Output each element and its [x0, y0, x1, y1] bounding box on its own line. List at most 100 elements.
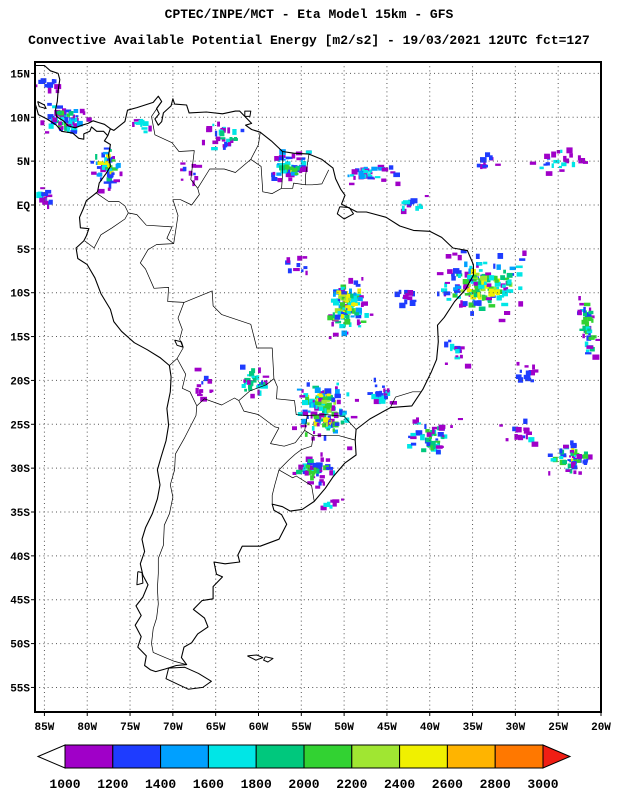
cape-speck	[437, 291, 440, 297]
lat-tick-label: EQ	[17, 201, 31, 213]
cape-speck	[370, 171, 373, 175]
cape-speck	[341, 498, 345, 501]
cape-speck	[585, 321, 589, 327]
cape-speck	[363, 166, 368, 169]
colorbar-segment	[255, 744, 305, 769]
cape-speck	[220, 128, 226, 133]
lon-tick-label: 25W	[548, 722, 568, 734]
cape-speck	[75, 115, 79, 118]
cape-speck	[340, 311, 344, 317]
cape-speck	[482, 295, 488, 301]
cape-speck	[291, 153, 296, 159]
cape-speck	[296, 469, 303, 473]
cape-speck	[248, 388, 253, 391]
cape-speck	[319, 391, 324, 395]
cape-speck	[332, 429, 338, 434]
cape-speck	[476, 163, 481, 168]
cape-speck	[483, 281, 487, 285]
cape-speck	[54, 84, 62, 90]
cape-speck	[319, 475, 325, 479]
colorbar-tick-label: 1800	[241, 777, 272, 792]
cape-speck	[336, 290, 341, 294]
cape-speck	[47, 114, 54, 119]
cape-speck	[79, 108, 85, 114]
cape-speck	[454, 290, 461, 293]
cape-speck	[489, 288, 494, 294]
cape-speck	[452, 293, 458, 298]
cape-speck	[473, 300, 481, 306]
cape-speck	[507, 279, 512, 285]
cape-speck	[108, 182, 112, 189]
cape-speck	[96, 166, 102, 169]
cape-speck	[344, 318, 351, 325]
cape-speck	[494, 286, 500, 290]
cape-speck	[457, 254, 462, 261]
cape-speck	[35, 84, 38, 88]
cape-speck	[95, 154, 98, 160]
colorbar-tick-label: 1000	[49, 777, 80, 792]
cape-speck	[444, 341, 449, 348]
cape-speck	[595, 338, 601, 341]
cape-speck	[497, 289, 500, 295]
cape-speck	[302, 467, 306, 471]
cape-speck	[378, 395, 384, 401]
cape-speck	[307, 481, 314, 485]
cape-speck	[571, 162, 576, 168]
cape-speck	[332, 332, 339, 337]
cape-speck	[36, 192, 43, 199]
cape-speck	[290, 168, 293, 173]
cape-speck	[383, 393, 388, 396]
cape-speck	[545, 162, 550, 166]
colorbar-segment	[64, 744, 114, 769]
cape-speck	[106, 171, 114, 178]
cape-speck	[283, 166, 288, 173]
cape-speck	[410, 432, 416, 439]
cape-speck	[312, 400, 315, 403]
cape-speck	[312, 385, 319, 389]
cape-speck	[333, 301, 340, 306]
cape-speck	[403, 200, 410, 205]
cape-speck	[65, 114, 68, 117]
cape-speck	[478, 306, 486, 311]
cape-speck	[52, 117, 57, 122]
cape-speck	[570, 458, 574, 463]
cape-speck	[556, 150, 561, 154]
country-border	[278, 469, 315, 501]
country-border	[151, 101, 200, 244]
cape-speck	[330, 423, 334, 428]
cape-speck	[523, 374, 531, 380]
cape-speck	[103, 151, 110, 155]
cape-speck	[455, 349, 460, 354]
cape-speck	[215, 136, 221, 142]
cape-speck	[551, 151, 557, 158]
cape-speck	[319, 413, 325, 418]
cape-speck	[343, 294, 351, 300]
cape-speck	[207, 379, 213, 384]
cape-speck	[47, 203, 50, 210]
cape-speck	[339, 412, 346, 417]
colorbar-segment	[207, 744, 257, 769]
cape-speck	[325, 458, 331, 462]
cape-speck	[65, 109, 72, 113]
cape-speck	[341, 291, 347, 295]
cape-speck	[464, 363, 472, 369]
cape-speck	[104, 163, 110, 168]
cape-speck	[280, 169, 287, 174]
cape-speck	[302, 256, 308, 259]
cape-speck	[319, 479, 324, 483]
cape-speck	[528, 370, 535, 376]
cape-speck	[68, 121, 73, 127]
cape-speck	[584, 341, 589, 348]
cape-speck	[109, 149, 112, 152]
cape-speck	[485, 272, 492, 276]
colorbar-tick-label: 2400	[384, 777, 415, 792]
country-border	[307, 414, 357, 430]
cape-speck	[371, 393, 378, 400]
cape-speck	[285, 173, 292, 178]
cape-speck	[518, 286, 523, 290]
cape-speck	[466, 289, 474, 293]
cape-speck	[336, 382, 339, 386]
cape-speck	[415, 430, 423, 436]
cape-speck	[72, 114, 75, 119]
cape-speck	[470, 311, 474, 316]
